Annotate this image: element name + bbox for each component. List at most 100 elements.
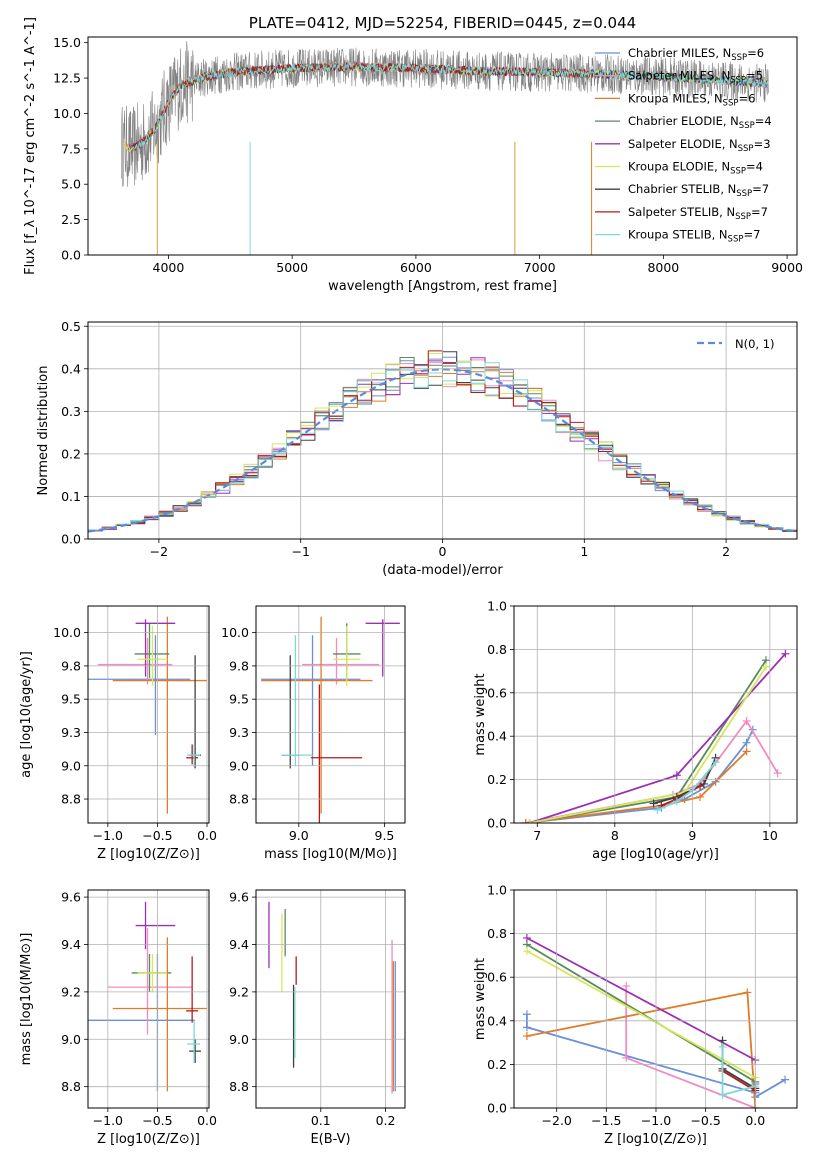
x-axis-label: Z [log10(Z/Z⊙)] (97, 847, 200, 862)
errorbar-point (261, 616, 373, 814)
weight-series-line (526, 991, 757, 1108)
x-tick-label: 8000 (647, 260, 679, 275)
y-tick-label: 2.5 (61, 212, 81, 227)
weight-point-marker (522, 1032, 531, 1041)
x-tick-label: 9000 (771, 260, 803, 275)
y-tick-label: 9.4 (229, 937, 249, 952)
x-axis-label: Z [log10(Z/Z⊙)] (604, 1132, 707, 1147)
x-tick-label: −1 (291, 544, 309, 559)
x-tick-label: 9 (688, 828, 696, 843)
y-tick-label: 12.5 (53, 71, 81, 86)
y-axis-label: mass [log10(M/M⊙)] (19, 933, 34, 1066)
plot-area (261, 616, 400, 823)
legend-entry: Kroupa ELODIE, NSSP=4 (628, 160, 763, 177)
y-tick-label: 9.3 (61, 725, 81, 740)
errorbar-point (112, 616, 208, 814)
y-tick-label: 8.8 (229, 792, 249, 807)
weight-point-marker (521, 819, 530, 823)
plot-area (88, 616, 208, 814)
y-tick-label: 9.6 (61, 890, 81, 905)
errorbar-point (281, 635, 313, 766)
errorbar-point (187, 744, 201, 766)
x-tick-label: 7 (533, 828, 541, 843)
y-axis-label: Flux [f_λ 10^-17 erg cm^-2 s^-1 A^-1] (23, 17, 38, 275)
weight-series-line (525, 729, 754, 823)
y-axis-label: age [log10(age/yr)] (19, 651, 34, 778)
x-tick-label: −1.0 (641, 1113, 671, 1128)
weight-point-marker (696, 782, 705, 791)
x-tick-label: 0.1 (311, 1113, 331, 1128)
plot-area (88, 901, 208, 1092)
errorbar-point (302, 637, 380, 685)
weight-point-marker (653, 805, 662, 814)
x-tick-label: −2.0 (542, 1113, 572, 1128)
chart-residuals: −2 −1 0 1 2 0.0 0.1 0.2 0.3 0.4 0.5 N(0, 1) (data-mo… (36, 319, 798, 578)
legend-entry: Salpeter ELODIE, NSSP=3 (628, 137, 771, 154)
weight-point-marker (522, 947, 531, 956)
errorbar-point (189, 1039, 202, 1063)
y-tick-label: 10.0 (53, 625, 81, 640)
weight-point-marker (781, 1075, 790, 1084)
plot-area (121, 41, 769, 255)
x-tick-label: 1 (580, 544, 588, 559)
y-tick-label: 0.2 (487, 772, 507, 787)
x-tick-label: 10 (762, 828, 778, 843)
weight-point-marker (522, 933, 531, 942)
x-tick-label: 0.0 (197, 828, 217, 843)
errorbar-point (135, 619, 176, 677)
y-tick-label: 0.5 (61, 319, 81, 334)
plot-area (268, 901, 396, 1094)
y-tick-label: 0.4 (487, 729, 507, 744)
y-tick-label: 10.0 (53, 106, 81, 121)
errorbar-point (187, 1020, 201, 1063)
axes-frame (255, 605, 406, 824)
x-axis-label: age [log10(age/yr)] (592, 847, 719, 862)
x-tick-label: 2 (722, 544, 730, 559)
weight-point-marker (622, 1053, 631, 1062)
y-tick-label: 9.5 (61, 692, 81, 707)
weight-point-marker (672, 771, 681, 780)
errorbar-point (137, 953, 168, 992)
x-tick-label: −2 (150, 544, 168, 559)
y-tick-label: 9.0 (61, 1032, 81, 1047)
legend-entry: Salpeter MILES, NSSP=5 (628, 69, 763, 86)
x-tick-label: −0.5 (142, 1113, 172, 1128)
errorbar-point (261, 635, 361, 766)
y-tick-label: 7.5 (61, 141, 81, 156)
chart-spectrum: 4000 5000 6000 7000 8000 9000 0.0 2.5 5.0 7.5 10.0… (23, 14, 803, 294)
weight-series-line (529, 666, 767, 823)
chart-mass-vs-Z: −1.0 −0.5 0.0 8.8 9.0 9.2 9.4 9.6 Z [log10(Z/Z⊙)… (19, 889, 217, 1147)
x-tick-label: 5000 (276, 260, 308, 275)
weight-point-marker (773, 769, 782, 778)
x-axis-label: E(B-V) (310, 1132, 350, 1147)
x-tick-label: −1.0 (93, 828, 123, 843)
y-tick-label: 0.4 (61, 361, 81, 376)
errorbar-point (88, 635, 191, 736)
legend-entry: Kroupa STELIB, NSSP=7 (628, 228, 760, 245)
x-tick-label: 4000 (153, 260, 185, 275)
y-tick-label: 9.5 (229, 692, 249, 707)
weight-point-marker (718, 1090, 727, 1099)
x-tick-label: 7000 (524, 260, 556, 275)
y-tick-label: 9.8 (229, 658, 249, 673)
axes-frame (87, 36, 798, 256)
x-axis-label: mass [log10(M/M⊙)] (264, 847, 397, 862)
x-tick-label: 8 (611, 828, 619, 843)
y-tick-label: 9.3 (229, 725, 249, 740)
axes-frame (87, 605, 210, 824)
y-tick-label: 0.4 (487, 1013, 507, 1028)
x-tick-label: 0.0 (745, 1113, 765, 1128)
y-tick-label: 0.2 (61, 446, 81, 461)
errorbar-point (333, 625, 361, 686)
y-tick-label: 9.0 (61, 758, 81, 773)
y-tick-label: 9.2 (229, 984, 249, 999)
axes-frame (513, 889, 798, 1109)
weight-point-marker (649, 799, 658, 808)
chart-mass-vs-ebv: 0.1 0.2 8.8 9.0 9.2 9.4 9.6 E(B-V) (229, 889, 406, 1147)
x-tick-label: −1.0 (93, 1113, 123, 1128)
x-axis-label: (data-model)/error (382, 563, 503, 578)
chart-weight-vs-Z: −2.0 −1.5 −1.0 −0.5 0.0 0.0 0.2 0.4 0.6 0.8 1.0 Z [… (473, 883, 798, 1147)
y-tick-label: 0.0 (487, 816, 507, 831)
y-tick-label: 0.1 (61, 489, 81, 504)
